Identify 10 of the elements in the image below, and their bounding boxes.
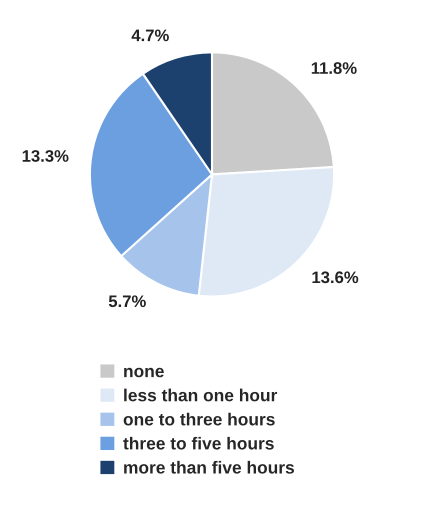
data-label: 11.8% xyxy=(312,62,357,74)
legend-label: less than one hour xyxy=(124,388,278,402)
legend-label: three to five hours xyxy=(123,436,274,450)
legend-label: one to three hours xyxy=(124,412,275,426)
legend-label: none xyxy=(124,368,164,378)
data-label: 5.7% xyxy=(108,295,146,308)
data-label: 4.7% xyxy=(132,30,169,42)
legend-label: more than five hours xyxy=(124,460,294,474)
data-label: 13.3% xyxy=(22,150,68,162)
data-label: 13.6% xyxy=(312,271,358,284)
